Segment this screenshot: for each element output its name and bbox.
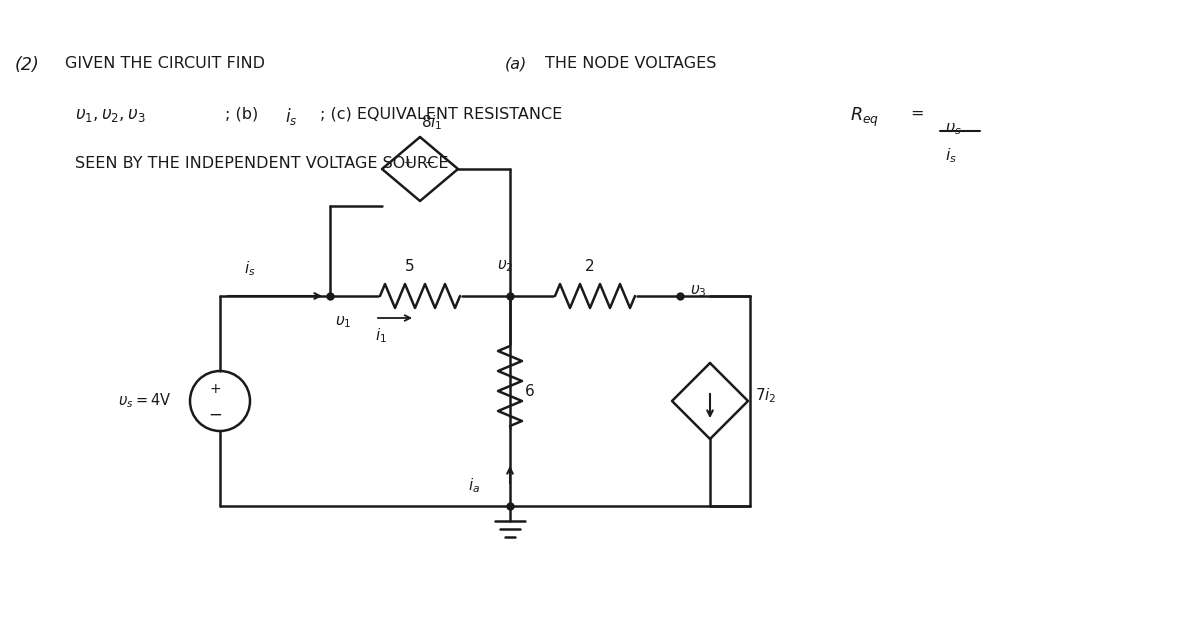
Text: (a): (a) bbox=[505, 56, 527, 71]
Text: $\upsilon_2$: $\upsilon_2$ bbox=[497, 258, 514, 274]
Text: $R_{eq}$: $R_{eq}$ bbox=[850, 106, 880, 129]
Text: $8i_1$: $8i_1$ bbox=[421, 113, 443, 132]
Text: ; (b): ; (b) bbox=[226, 106, 258, 121]
Text: $\upsilon_s$: $\upsilon_s$ bbox=[946, 121, 962, 137]
Text: $i_1$: $i_1$ bbox=[374, 326, 386, 345]
Text: +: + bbox=[209, 382, 221, 396]
Text: GIVEN THE CIRCUIT FIND: GIVEN THE CIRCUIT FIND bbox=[65, 56, 265, 71]
Text: $i_s$: $i_s$ bbox=[286, 106, 298, 127]
Text: SEEN BY THE INDEPENDENT VOLTAGE SOURCE: SEEN BY THE INDEPENDENT VOLTAGE SOURCE bbox=[74, 156, 449, 171]
Text: 6: 6 bbox=[526, 383, 535, 399]
Text: $\upsilon_1$: $\upsilon_1$ bbox=[335, 314, 352, 329]
Text: 2: 2 bbox=[586, 259, 595, 274]
Text: THE NODE VOLTAGES: THE NODE VOLTAGES bbox=[545, 56, 716, 71]
Text: ; (c) EQUIVALENT RESISTANCE: ; (c) EQUIVALENT RESISTANCE bbox=[320, 106, 563, 121]
Text: 5: 5 bbox=[406, 259, 415, 274]
Text: (2): (2) bbox=[14, 56, 40, 74]
Text: $i_s$: $i_s$ bbox=[245, 260, 256, 278]
Text: $\upsilon_1, \upsilon_2, \upsilon_3$: $\upsilon_1, \upsilon_2, \upsilon_3$ bbox=[74, 106, 145, 124]
Text: $\upsilon_s = 4\mathrm{V}$: $\upsilon_s = 4\mathrm{V}$ bbox=[119, 392, 172, 410]
Text: $\upsilon_3$: $\upsilon_3$ bbox=[690, 283, 707, 299]
Text: −: − bbox=[425, 156, 436, 169]
Text: $i_s$: $i_s$ bbox=[946, 146, 958, 165]
Text: =: = bbox=[910, 106, 924, 121]
Text: $i_a$: $i_a$ bbox=[468, 477, 480, 495]
Text: $7i_2$: $7i_2$ bbox=[755, 387, 776, 405]
Text: +: + bbox=[403, 158, 413, 168]
Text: −: − bbox=[208, 406, 222, 424]
